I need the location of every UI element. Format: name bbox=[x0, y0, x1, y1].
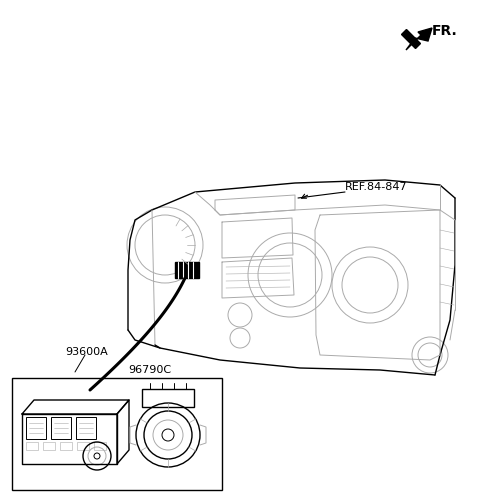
FancyArrow shape bbox=[402, 29, 420, 48]
Text: FR.: FR. bbox=[432, 24, 458, 38]
Bar bbox=[26, 442, 38, 450]
Text: 96790C: 96790C bbox=[128, 365, 171, 375]
Bar bbox=[94, 442, 106, 450]
Bar bbox=[76, 417, 96, 439]
Bar bbox=[142, 389, 194, 407]
Polygon shape bbox=[406, 28, 432, 50]
Bar bbox=[43, 442, 55, 450]
Bar bbox=[12, 378, 222, 490]
Text: REF.84-847: REF.84-847 bbox=[345, 182, 408, 192]
Bar bbox=[51, 417, 71, 439]
Text: 93600A: 93600A bbox=[65, 347, 108, 357]
Bar bbox=[175, 262, 199, 278]
Bar bbox=[26, 417, 46, 439]
Bar bbox=[77, 442, 89, 450]
Bar bbox=[60, 442, 72, 450]
